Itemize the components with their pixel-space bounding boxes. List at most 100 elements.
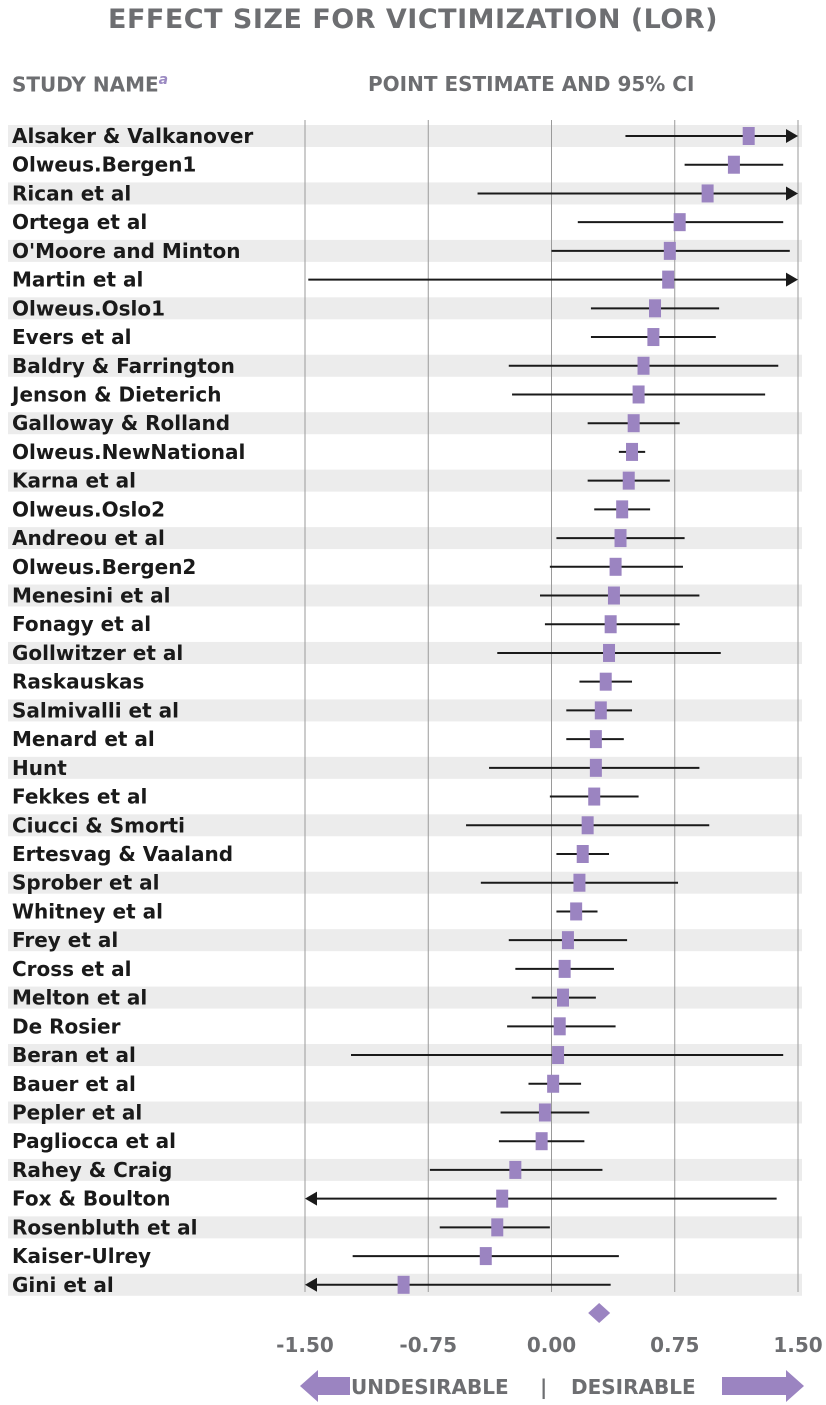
ci-arrow-left bbox=[305, 1191, 317, 1206]
point-estimate-marker bbox=[662, 270, 675, 289]
study-name-label: De Rosier bbox=[12, 1014, 121, 1038]
study-row: Salmivalli et al bbox=[12, 698, 633, 722]
study-name-label: Salmivalli et al bbox=[12, 698, 179, 722]
study-row: Ortega et al bbox=[12, 210, 784, 234]
ci-arrow-right bbox=[786, 186, 798, 201]
study-name-header-text: STUDY NAME bbox=[12, 72, 159, 97]
study-row: Rahey & Craig bbox=[12, 1158, 603, 1182]
study-name-label: Bauer et al bbox=[12, 1072, 136, 1096]
row-band bbox=[8, 814, 802, 837]
point-estimate-marker bbox=[607, 586, 620, 605]
point-estimate-marker bbox=[701, 184, 714, 203]
point-estimate-marker bbox=[616, 500, 629, 519]
study-row: Galloway & Rolland bbox=[12, 411, 680, 435]
study-name-label: Martin et al bbox=[12, 268, 143, 292]
study-name-label: Pepler et al bbox=[12, 1100, 142, 1124]
study-name-label: Evers et al bbox=[12, 325, 131, 349]
study-row: Olweus.Oslo1 bbox=[12, 296, 720, 320]
point-estimate-marker bbox=[581, 816, 594, 835]
row-band bbox=[8, 182, 802, 205]
study-row: Menard et al bbox=[12, 727, 624, 751]
study-row: Raskauskas bbox=[12, 670, 633, 694]
study-name-label: Ciucci & Smorti bbox=[12, 813, 185, 837]
row-band bbox=[8, 354, 802, 377]
study-row: De Rosier bbox=[12, 1014, 616, 1038]
point-estimate-marker bbox=[632, 385, 645, 404]
study-row: O'Moore and Minton bbox=[12, 239, 790, 263]
point-estimate-marker bbox=[479, 1247, 492, 1266]
study-name-label: Rosenbluth et al bbox=[12, 1215, 197, 1239]
x-tick-label: -1.50 bbox=[276, 1333, 334, 1357]
point-estimate-marker bbox=[594, 701, 607, 720]
ci-arrow-right bbox=[786, 129, 798, 143]
point-estimate-marker bbox=[538, 1103, 551, 1122]
study-row: Karna et al bbox=[12, 469, 670, 493]
point-estimate-marker bbox=[588, 787, 601, 806]
row-band bbox=[8, 239, 802, 262]
x-tick-label: 1.50 bbox=[773, 1333, 822, 1357]
row-band bbox=[8, 929, 802, 952]
point-estimate-marker bbox=[509, 1160, 522, 1179]
study-name-label: Fox & Boulton bbox=[12, 1187, 170, 1211]
study-row: Fonagy et al bbox=[12, 612, 680, 636]
point-estimate-marker bbox=[626, 442, 639, 461]
study-name-label: Fekkes et al bbox=[12, 785, 147, 809]
point-estimate-marker bbox=[573, 873, 586, 892]
study-row: Andreou et al bbox=[12, 526, 685, 550]
study-name-label: Olweus.Oslo1 bbox=[12, 296, 165, 320]
study-name-label: Menard et al bbox=[12, 727, 155, 751]
study-name-label: Alsaker & Valkanover bbox=[12, 124, 253, 148]
study-name-label: Melton et al bbox=[12, 986, 147, 1010]
study-name-label: Ortega et al bbox=[12, 210, 147, 234]
study-row: Ertesvag & Vaaland bbox=[12, 842, 610, 866]
study-name-label: O'Moore and Minton bbox=[12, 239, 240, 263]
study-row: Hunt bbox=[12, 756, 700, 780]
point-estimate-marker bbox=[397, 1275, 410, 1294]
footnote-marker: a bbox=[158, 72, 169, 88]
point-estimate-marker bbox=[742, 127, 755, 145]
study-row: Kaiser-Ulrey bbox=[12, 1244, 619, 1268]
study-row: Ciucci & Smorti bbox=[12, 813, 710, 837]
row-band bbox=[8, 986, 802, 1009]
study-row: Rosenbluth et al bbox=[12, 1215, 550, 1239]
study-name-label: Frey et al bbox=[12, 928, 118, 952]
row-band bbox=[8, 1158, 802, 1181]
study-row: Gollwitzer et al bbox=[12, 641, 721, 665]
point-estimate-marker bbox=[557, 988, 570, 1007]
undesirable-label: UNDESIRABLE bbox=[351, 1375, 509, 1399]
row-band bbox=[8, 584, 802, 607]
study-row: Alsaker & Valkanover bbox=[12, 124, 798, 148]
study-name-label: Olweus.Bergen1 bbox=[12, 153, 196, 177]
study-name-label: Menesini et al bbox=[12, 584, 171, 608]
row-band bbox=[8, 125, 802, 147]
row-band bbox=[8, 469, 802, 492]
point-estimate-marker bbox=[673, 213, 686, 232]
point-estimate-marker bbox=[614, 529, 627, 548]
study-name-label: Andreou et al bbox=[12, 526, 165, 550]
chart-title: EFFECT SIZE FOR VICTIMIZATION (LOR) bbox=[108, 4, 718, 35]
study-name-column-header: STUDY NAMEa bbox=[12, 72, 168, 97]
point-estimate-marker bbox=[603, 643, 616, 662]
study-row: Rican et al bbox=[12, 181, 798, 205]
point-estimate-marker bbox=[622, 471, 635, 490]
study-name-label: Baldry & Farrington bbox=[12, 354, 235, 378]
study-name-label: Raskauskas bbox=[12, 670, 144, 694]
point-estimate-marker bbox=[727, 155, 740, 174]
study-row: Beran et al bbox=[12, 1043, 784, 1067]
direction-footer: UNDESIRABLE | DESIRABLE bbox=[300, 1370, 804, 1402]
point-estimate-marker bbox=[599, 672, 612, 691]
study-rows: Alsaker & Valkanover Olweus.Bergen1 Rican … bbox=[10, 124, 798, 1297]
study-row: Evers et al bbox=[12, 325, 716, 349]
study-name-label: Pagliocca et al bbox=[12, 1129, 176, 1153]
study-name-label: Jenson & Dieterich bbox=[10, 382, 221, 406]
row-band bbox=[8, 1216, 802, 1239]
study-row: Frey et al bbox=[12, 928, 628, 952]
study-name-label: Rican et al bbox=[12, 181, 131, 205]
study-row: Gini et al bbox=[12, 1273, 611, 1297]
ci-arrow-right bbox=[786, 272, 798, 287]
study-row: Jenson & Dieterich bbox=[10, 382, 766, 406]
study-row: Pagliocca et al bbox=[12, 1129, 585, 1153]
point-estimate-marker bbox=[589, 758, 602, 777]
